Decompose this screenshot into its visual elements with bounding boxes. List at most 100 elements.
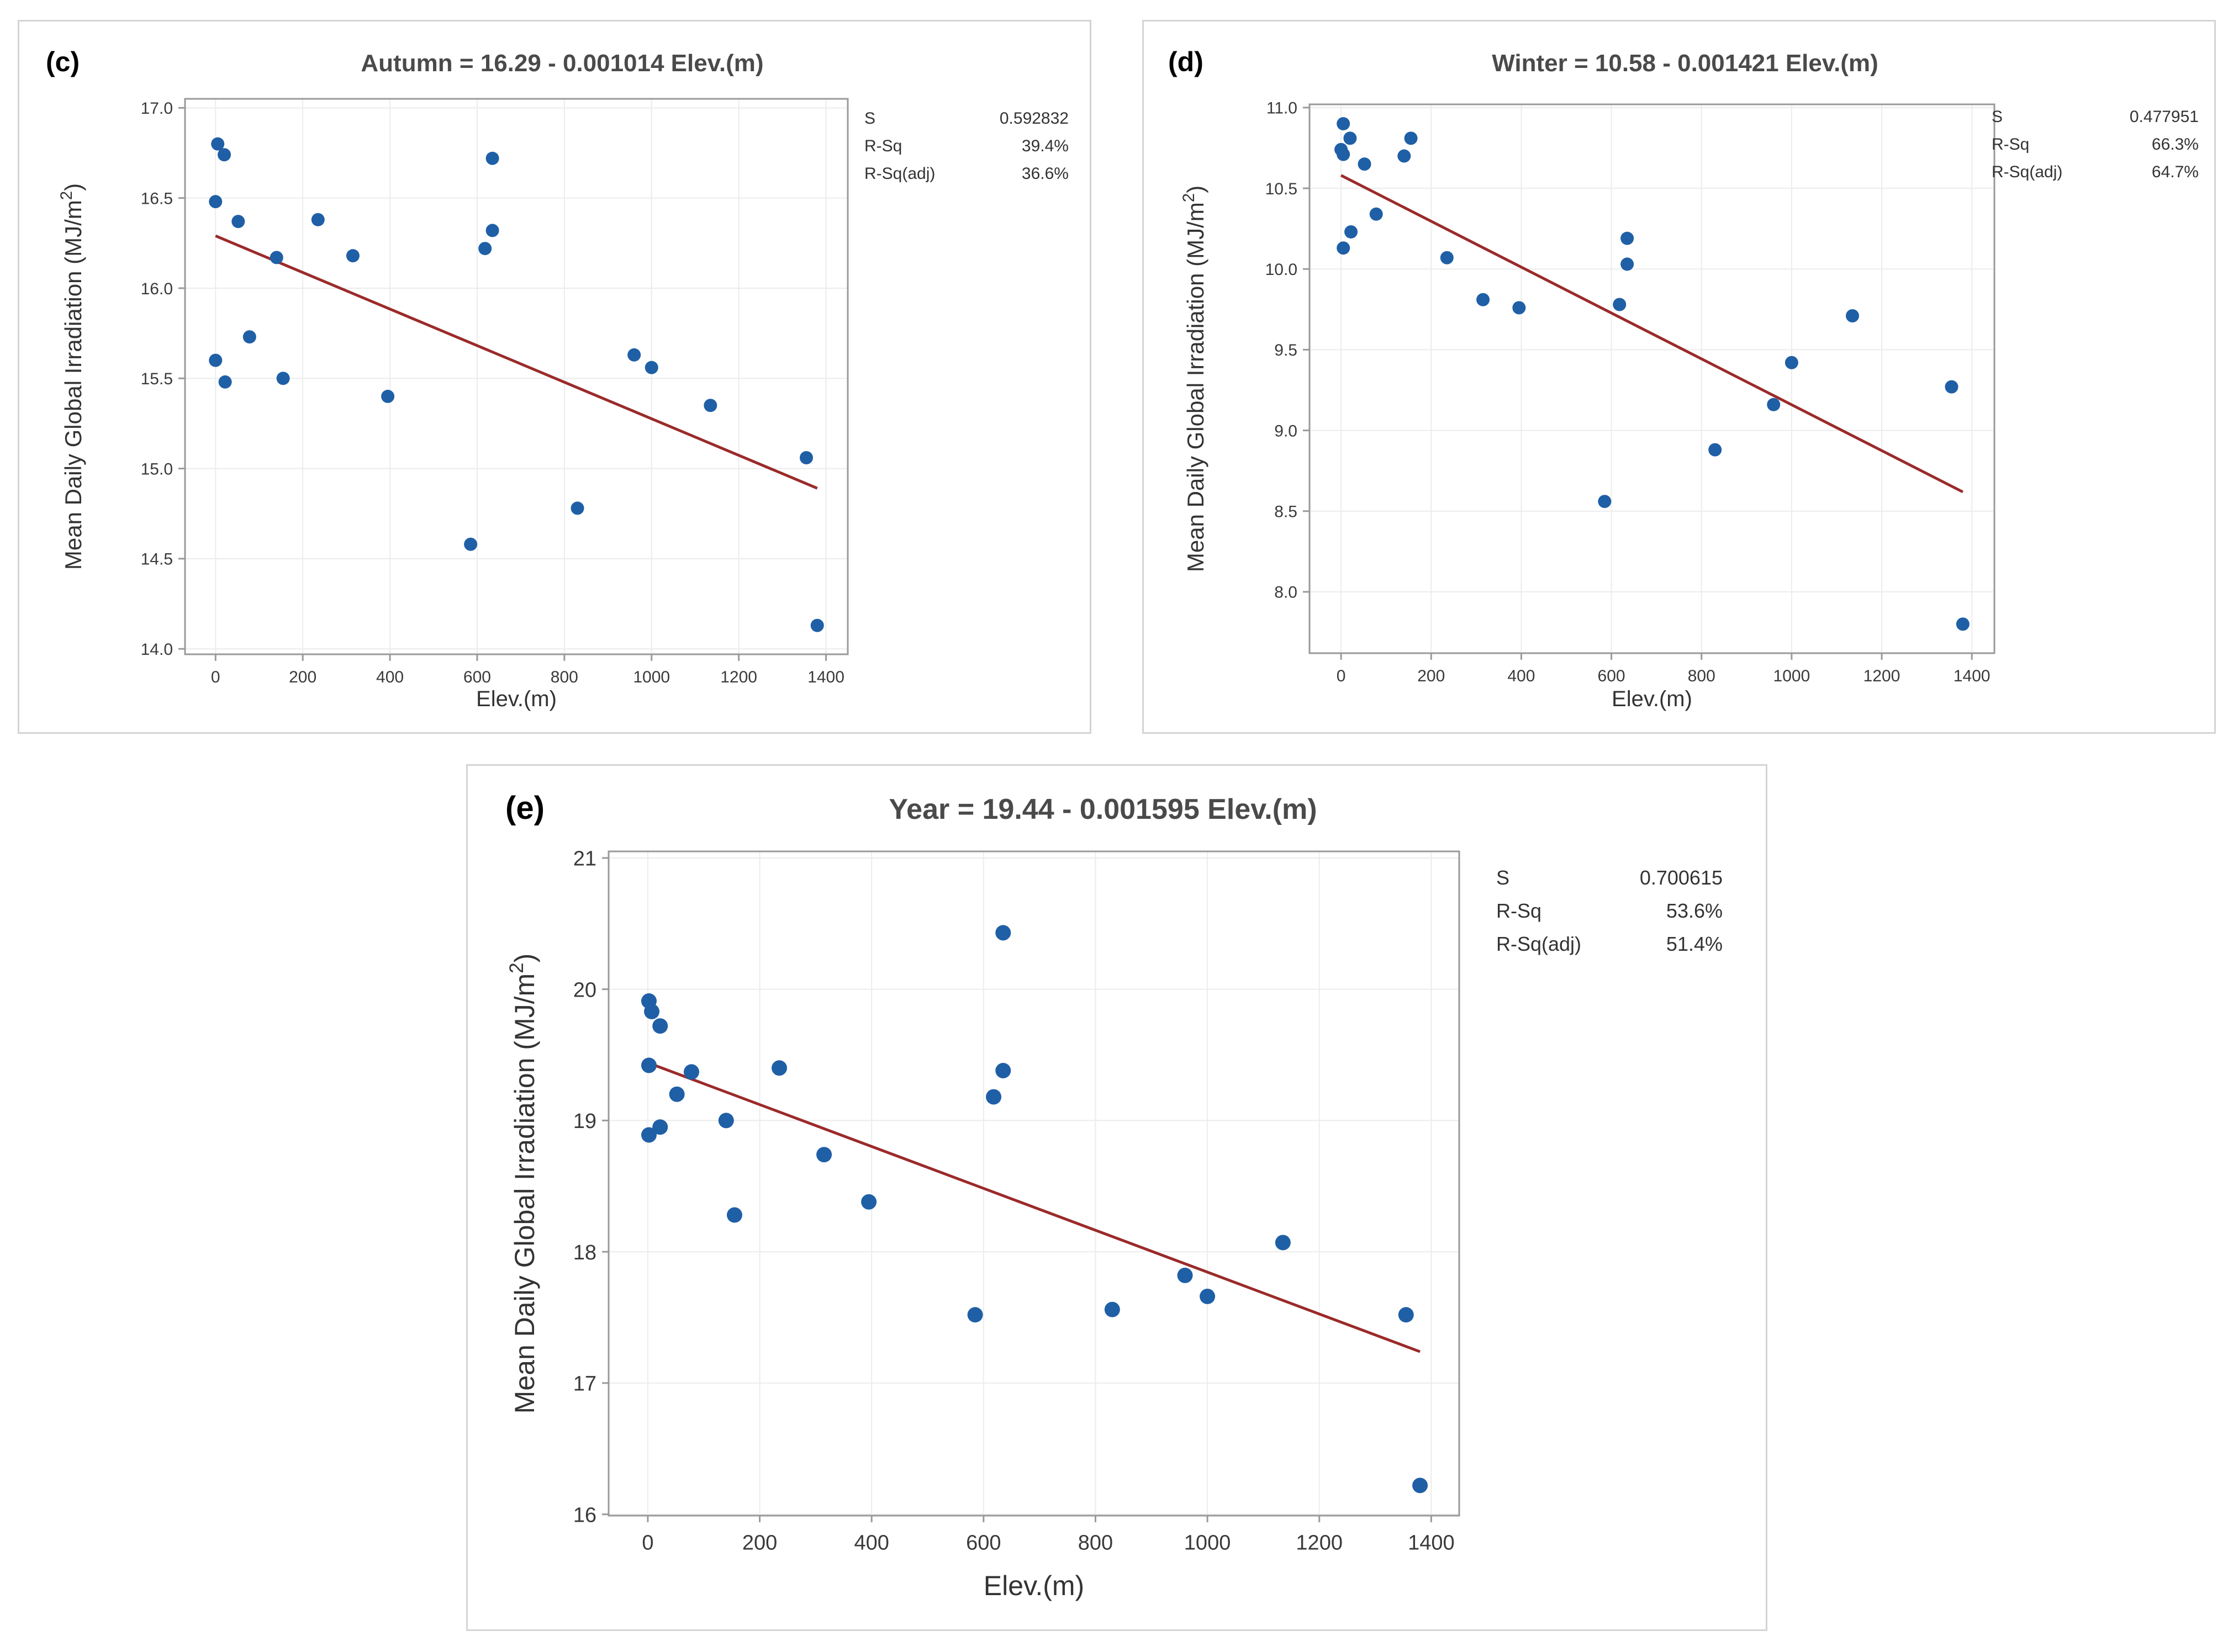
data-point [995, 1063, 1011, 1079]
data-point [1784, 356, 1798, 369]
x-tick-label: 1400 [1954, 667, 1991, 685]
data-point [641, 1127, 657, 1143]
y-tick-label: 17 [573, 1373, 596, 1396]
plot-frame [1308, 103, 1995, 654]
x-tick-label: 0 [211, 668, 220, 686]
panel-label: (d) [1168, 46, 1203, 77]
y-axis-label-main: Mean Daily Global Irradiation (MJ/m [60, 200, 86, 570]
chart-e: (e) Year = 19.44 - 0.001595 Elev.(m) 0 200 4… [505, 790, 1723, 1601]
data-point [381, 389, 395, 403]
data-point [669, 1086, 685, 1102]
stat-label: R-Sq [864, 137, 902, 155]
data-point [1613, 298, 1627, 311]
y-axis-label: Mean Daily Global Irradiation (MJ/m2) [1180, 186, 1208, 572]
x-tick-label: 1200 [1296, 1531, 1343, 1554]
y-tick-label: 15.5 [141, 370, 173, 388]
y-tick-label: 17.0 [141, 99, 173, 118]
data-point [1767, 398, 1781, 411]
y-tick-label: 14.5 [141, 550, 173, 569]
data-point [1945, 380, 1958, 394]
panel-e: (e) Year = 19.44 - 0.001595 Elev.(m) 0 200 4… [466, 764, 1767, 1631]
data-point [1708, 443, 1722, 457]
stat-value: 51.4% [1666, 933, 1723, 955]
data-point [270, 251, 283, 264]
data-point [1412, 1478, 1428, 1494]
y-tick-label: 16.5 [141, 189, 173, 208]
data-point [816, 1147, 832, 1163]
data-point [231, 215, 245, 229]
y-tick-label: 9.5 [1274, 341, 1297, 359]
data-point [1404, 131, 1418, 145]
data-point [1846, 309, 1860, 322]
data-point [1598, 495, 1612, 509]
panel-d: (d) Winter = 10.58 - 0.001421 Elev.(m) 0 20… [1142, 20, 2216, 734]
x-tick-label: 1000 [1184, 1531, 1231, 1554]
plot-frame [184, 98, 849, 655]
y-axis-label-end: ) [509, 954, 540, 963]
y-axis-label-main: Mean Daily Global Irradiation (MJ/m [1182, 202, 1208, 572]
x-tick-label: 1000 [633, 668, 670, 686]
data-point [1620, 257, 1634, 271]
data-point [276, 372, 290, 385]
x-axis-label: Elev.(m) [1612, 687, 1692, 711]
data-point [1512, 301, 1526, 315]
data-point [995, 925, 1011, 941]
data-point [645, 361, 658, 374]
data-point [571, 501, 584, 515]
data-point [726, 1207, 742, 1223]
x-axis-label: Elev.(m) [476, 687, 557, 711]
stat-value: 53.6% [1666, 899, 1723, 922]
x-tick-label: 600 [966, 1531, 1001, 1554]
y-tick-label: 18 [573, 1241, 596, 1264]
data-point [718, 1113, 734, 1129]
stat-label: S [1992, 108, 2003, 126]
y-tick-label: 9.0 [1274, 422, 1297, 440]
data-point [1337, 147, 1350, 161]
data-point [652, 1018, 668, 1034]
data-point [1956, 617, 1970, 631]
stat-value: 39.4% [1022, 137, 1069, 155]
y-axis-label-superscript: 2 [1180, 193, 1198, 202]
chart-c: (c) Autumn = 16.29 - 0.001014 Elev.(m)0 20… [46, 46, 1069, 711]
y-axis-label-superscript: 2 [506, 962, 527, 973]
x-tick-label: 400 [1507, 667, 1535, 685]
data-point [1337, 241, 1350, 255]
x-tick-label: 0 [1337, 667, 1346, 685]
x-tick-label: 800 [1688, 667, 1715, 685]
y-axis-label-end: ) [1182, 186, 1208, 193]
panel-label: (e) [505, 790, 545, 826]
y-tick-label: 11.0 [1266, 99, 1297, 118]
panel-label: (c) [46, 46, 80, 77]
y-axis-label-main: Mean Daily Global Irradiation (MJ/m [509, 973, 540, 1414]
data-point [1344, 225, 1358, 239]
y-tick-label: 16.0 [141, 280, 173, 298]
data-point [644, 1004, 660, 1020]
data-point [218, 375, 232, 389]
data-point [641, 1057, 657, 1073]
data-point [861, 1194, 877, 1210]
stat-value: 0.700615 [1640, 866, 1723, 889]
x-tick-label: 400 [376, 668, 404, 686]
data-point [1440, 251, 1454, 264]
data-point [1398, 1307, 1414, 1323]
panel-c: (c) Autumn = 16.29 - 0.001014 Elev.(m) 0 20… [18, 20, 1091, 734]
chart-title: Winter = 10.58 - 0.001421 Elev.(m) [1492, 50, 1878, 77]
stat-label: R-Sq(adj) [1992, 163, 2062, 181]
stat-label: R-Sq(adj) [1496, 933, 1581, 955]
data-point [218, 148, 231, 162]
y-axis-label: Mean Daily Global Irradiation (MJ/m2) [506, 954, 540, 1414]
data-point [1620, 231, 1634, 245]
data-point [627, 348, 641, 362]
x-tick-label: 200 [742, 1531, 777, 1554]
data-point [211, 137, 225, 151]
stat-value: 64.7% [2152, 163, 2199, 181]
x-tick-label: 200 [1417, 667, 1445, 685]
x-tick-label: 600 [1598, 667, 1625, 685]
stat-label: R-Sq [1992, 135, 2029, 153]
stat-label: S [1496, 866, 1509, 889]
data-point [1177, 1267, 1193, 1283]
data-point [772, 1060, 788, 1076]
data-point [683, 1064, 699, 1080]
y-tick-label: 10.0 [1265, 261, 1297, 279]
data-point [209, 353, 223, 367]
